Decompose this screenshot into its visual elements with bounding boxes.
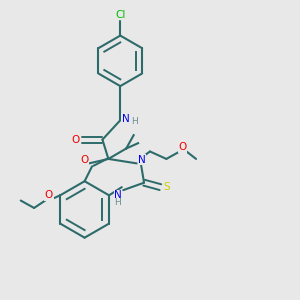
Text: Cl: Cl (115, 10, 125, 20)
Text: N: N (114, 190, 122, 200)
Text: N: N (122, 114, 130, 124)
Text: O: O (80, 155, 89, 165)
Text: O: O (45, 190, 53, 200)
Text: S: S (164, 182, 170, 192)
Text: O: O (178, 142, 187, 152)
Text: O: O (72, 135, 80, 145)
Text: N: N (138, 155, 146, 165)
Text: H: H (115, 198, 121, 207)
Text: H: H (131, 117, 138, 126)
